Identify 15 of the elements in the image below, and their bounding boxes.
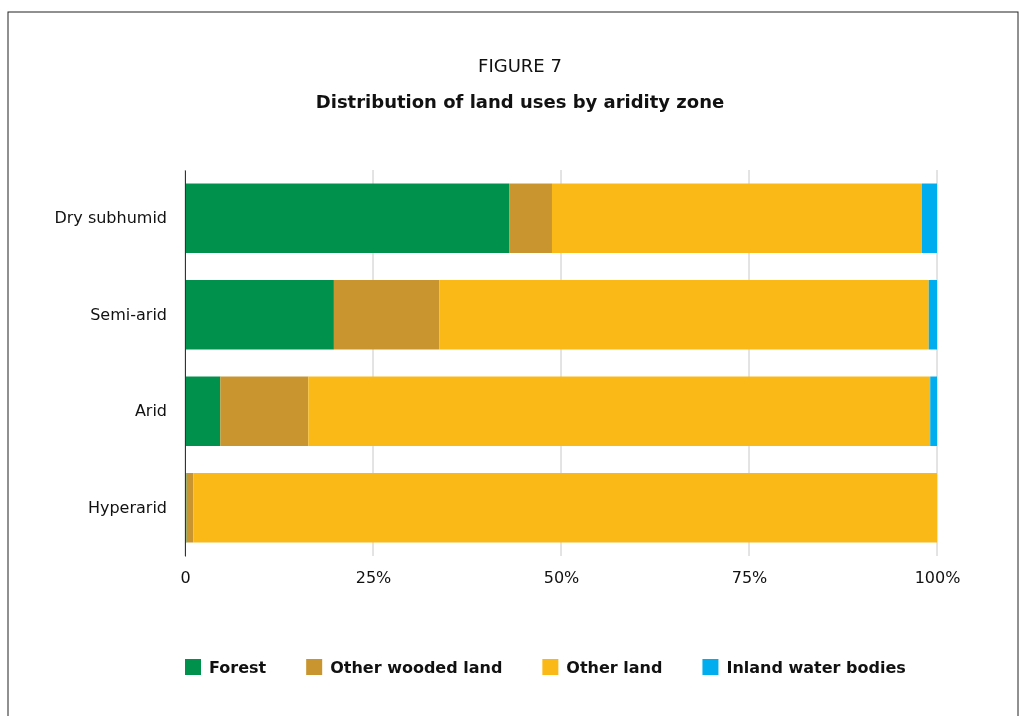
legend-label: Inland water bodies	[726, 658, 906, 677]
y-tick-label: Semi-arid	[90, 304, 167, 324]
x-tick-label: 25%	[355, 568, 392, 588]
chart-title: FIGURE 7	[478, 55, 562, 76]
x-tick-label: 50%	[543, 568, 580, 588]
chart-subtitle: Distribution of land uses by aridity zone	[315, 91, 725, 112]
y-tick-label: Dry subhumid	[54, 208, 167, 228]
x-tick-label: 75%	[731, 568, 768, 588]
x-tick-label: 100%	[914, 568, 961, 588]
y-tick-label: Arid	[134, 401, 167, 421]
legend-label: Other wooded land	[330, 658, 503, 677]
legend-label: Forest	[209, 658, 267, 677]
x-tick-label: 0	[180, 568, 191, 588]
legend-label: Other land	[566, 658, 663, 677]
y-tick-label: Hyperarid	[87, 497, 167, 517]
